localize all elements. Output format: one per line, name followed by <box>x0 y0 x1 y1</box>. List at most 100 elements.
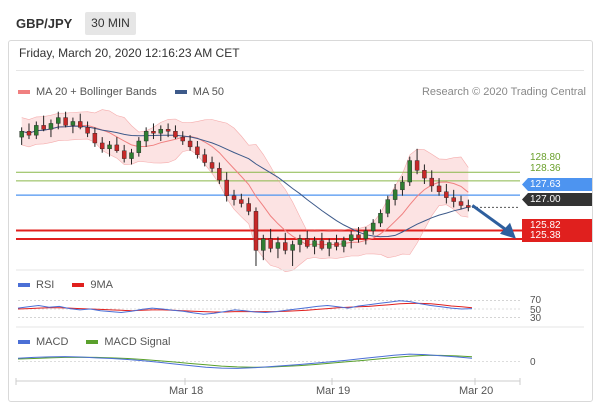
candle-body <box>143 131 149 142</box>
candle-body <box>217 168 222 181</box>
candle-body <box>275 242 281 249</box>
header-divider <box>16 70 584 71</box>
chart-datetime: Friday, March 20, 2020 12:16:23 AM CET <box>19 46 240 60</box>
research-credit: Research © 2020 Trading Central <box>421 86 586 98</box>
candle-body <box>19 131 24 138</box>
ma50-legend-label: MA 50 <box>192 86 224 98</box>
support-tag-125-38: 125.38 <box>522 229 592 242</box>
macd-legend-label: MACD <box>36 336 69 348</box>
candle-body <box>297 238 303 245</box>
rsi-level-70: 70 <box>530 295 542 306</box>
candle-body <box>26 131 32 136</box>
rsi-legend-label: RSI <box>36 279 55 291</box>
candle-body <box>341 240 347 247</box>
level-label-128-36: 128.36 <box>530 163 561 174</box>
candle-body <box>268 238 273 249</box>
candle-body <box>319 240 325 249</box>
candle-body <box>400 181 405 191</box>
candle-body <box>356 234 361 239</box>
candle-body <box>326 242 332 249</box>
candle-body <box>209 162 215 169</box>
candle-body <box>444 191 449 198</box>
candle-body <box>466 205 471 208</box>
rsi-legend: RSI 9MA <box>18 279 113 291</box>
rsi-swatch <box>18 283 30 287</box>
candle-body <box>458 201 464 206</box>
candle-body <box>392 189 398 200</box>
date-label-mar20: Mar 20 <box>459 385 494 397</box>
timeframe-button[interactable]: 30 MIN <box>85 12 136 35</box>
candle-body <box>56 117 61 124</box>
level-label-128-80: 128.80 <box>530 152 561 163</box>
candle-body <box>414 160 420 171</box>
ma50-line <box>21 125 469 238</box>
rsi-level-50: 50 <box>530 305 542 316</box>
candle-body <box>48 123 54 130</box>
support-tag-125-82: 125.82 <box>522 219 592 232</box>
candle-body <box>165 129 171 132</box>
candle-body <box>429 177 434 187</box>
current-price-tag: 127.63 <box>522 178 592 191</box>
candle-body <box>151 131 156 134</box>
last-price-tag: 127.00 <box>522 193 592 206</box>
candle-body <box>283 242 288 251</box>
candle-body <box>451 197 456 202</box>
symbol-label: GBP/JPY <box>16 16 73 31</box>
rsi-level-30: 30 <box>530 313 542 324</box>
candle-body <box>34 125 39 136</box>
candle-body <box>370 222 376 232</box>
rsi-line <box>17 300 473 315</box>
forecast-arrow-head <box>500 222 516 239</box>
candle-body <box>239 199 244 204</box>
candle-body <box>180 136 185 142</box>
candle-body <box>99 142 105 150</box>
candle-body <box>70 121 76 126</box>
candle-body <box>261 238 266 251</box>
candle-body <box>63 117 68 126</box>
candle-body <box>290 244 295 251</box>
date-label-mar19: Mar 19 <box>316 385 351 397</box>
candle-body <box>334 242 339 247</box>
candle-body <box>158 129 164 134</box>
macd-legend: MACD MACD Signal <box>18 336 170 348</box>
ma20-swatch <box>18 90 30 94</box>
candle-body <box>224 179 229 196</box>
candle-body <box>187 140 193 148</box>
chart-header: GBP/JPY 30 MIN <box>0 0 600 40</box>
candle-body <box>378 213 383 224</box>
candle-body <box>246 203 251 212</box>
candle-body <box>173 131 178 138</box>
bollinger-band-area <box>21 109 469 272</box>
candle-body <box>107 144 112 150</box>
macd-swatch <box>18 340 30 344</box>
macd-line <box>17 353 473 369</box>
price-legend: MA 20 + Bollinger Bands MA 50 <box>18 86 224 98</box>
candle-body <box>121 150 127 159</box>
date-label-mar18: Mar 18 <box>169 385 204 397</box>
candle-body <box>407 160 412 183</box>
ma20-legend-label: MA 20 + Bollinger Bands <box>36 86 157 98</box>
candle-body <box>348 234 354 241</box>
rsi-ma-legend-label: 9MA <box>90 279 113 291</box>
candle-body <box>253 211 259 251</box>
ma50-swatch <box>174 90 187 94</box>
macd-signal-legend-label: MACD Signal <box>104 336 171 348</box>
candle-body <box>92 132 98 144</box>
candle-body <box>231 195 237 200</box>
rsi-ma-swatch <box>72 283 85 287</box>
candle-body <box>41 125 46 130</box>
bollinger-lower-line <box>21 138 469 273</box>
candle-body <box>202 154 207 163</box>
candle-body <box>363 230 369 239</box>
chart-panel <box>8 40 593 402</box>
forecast-arrow-shaft <box>471 204 507 231</box>
candle-body <box>436 185 442 192</box>
candle-body <box>305 238 310 247</box>
candle-body <box>136 140 142 153</box>
bollinger-upper-line <box>21 109 469 232</box>
candle-body <box>195 146 200 155</box>
candle-body <box>114 144 120 151</box>
candle-body <box>312 240 317 247</box>
candle-body <box>85 127 90 134</box>
